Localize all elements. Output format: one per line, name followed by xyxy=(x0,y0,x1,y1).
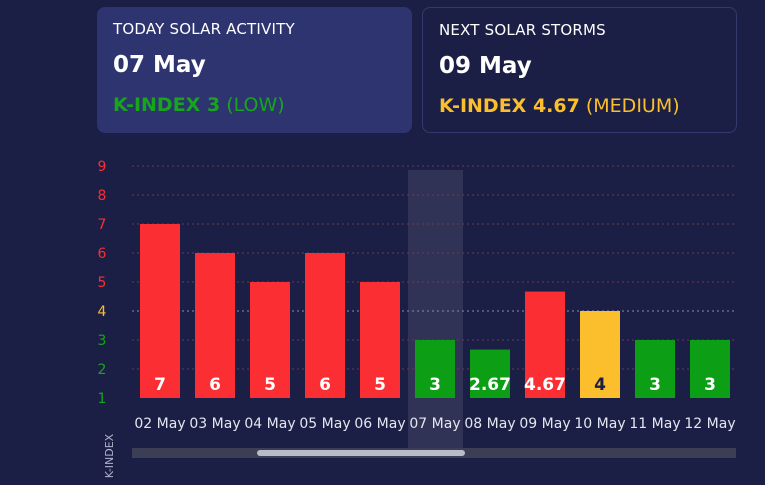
next-solar-storms-card: NEXT SOLAR STORMS 09 May K-INDEX 4.67 (M… xyxy=(422,7,737,133)
bar-value-label: 4.67 xyxy=(524,375,566,395)
x-tick-label: 11 May xyxy=(629,416,680,432)
x-tick-label: 12 May xyxy=(684,416,735,432)
next-card-title: NEXT SOLAR STORMS xyxy=(439,21,606,39)
next-k-index-level: (MEDIUM) xyxy=(585,95,680,117)
y-axis-label: K-INDEX xyxy=(103,433,116,479)
chart-scrollbar-thumb[interactable] xyxy=(257,450,465,456)
bar-value-label: 5 xyxy=(374,375,386,395)
y-tick-label: 2 xyxy=(98,362,107,378)
bar-value-label: 3 xyxy=(649,375,661,395)
next-card-date: 09 May xyxy=(439,53,532,79)
bar-value-label: 5 xyxy=(264,375,276,395)
bar xyxy=(525,291,565,398)
bar-value-label: 7 xyxy=(154,375,166,395)
bar-value-label: 3 xyxy=(429,375,441,395)
bar xyxy=(690,340,730,398)
bar-value-label: 3 xyxy=(704,375,716,395)
x-tick-label: 03 May xyxy=(189,416,240,432)
bar xyxy=(250,282,290,398)
bar xyxy=(140,224,180,398)
chart-scrollbar[interactable] xyxy=(132,448,736,458)
today-k-index-line: K-INDEX 3 (LOW) xyxy=(113,94,396,116)
y-tick-label: 7 xyxy=(98,217,107,233)
x-tick-label: 04 May xyxy=(244,416,295,432)
y-tick-label: 1 xyxy=(98,391,107,407)
bar-value-label: 4 xyxy=(594,375,606,395)
bar xyxy=(415,340,455,398)
bar-value-label: 6 xyxy=(319,375,331,395)
today-k-index-level: (LOW) xyxy=(226,94,285,116)
selected-day-highlight xyxy=(408,170,463,450)
bar xyxy=(635,340,675,398)
x-tick-label: 08 May xyxy=(464,416,515,432)
x-tick-label: 09 May xyxy=(519,416,570,432)
bar xyxy=(470,349,510,398)
bar xyxy=(580,311,620,398)
bar xyxy=(360,282,400,398)
bar xyxy=(305,253,345,398)
today-solar-activity-card: TODAY SOLAR ACTIVITY 07 May K-INDEX 3 (L… xyxy=(97,7,412,133)
today-card-date: 07 May xyxy=(113,52,206,78)
bar-value-label: 6 xyxy=(209,375,221,395)
x-tick-label: 07 May xyxy=(409,416,460,432)
x-tick-label: 10 May xyxy=(574,416,625,432)
y-tick-label: 4 xyxy=(98,304,107,320)
x-tick-label: 05 May xyxy=(299,416,350,432)
x-tick-label: 06 May xyxy=(354,416,405,432)
next-k-index-value: K-INDEX 4.67 xyxy=(439,95,580,117)
y-tick-label: 3 xyxy=(98,333,107,349)
y-tick-label: 9 xyxy=(98,159,107,175)
x-tick-label: 02 May xyxy=(134,416,185,432)
y-tick-label: 6 xyxy=(98,246,107,262)
next-k-index-line: K-INDEX 4.67 (MEDIUM) xyxy=(439,95,720,117)
bar xyxy=(195,253,235,398)
y-tick-label: 8 xyxy=(98,188,107,204)
y-tick-label: 5 xyxy=(98,275,107,291)
bar-value-label: 2.67 xyxy=(469,375,511,395)
today-card-title: TODAY SOLAR ACTIVITY xyxy=(113,20,295,38)
today-k-index-value: K-INDEX 3 xyxy=(113,94,221,116)
